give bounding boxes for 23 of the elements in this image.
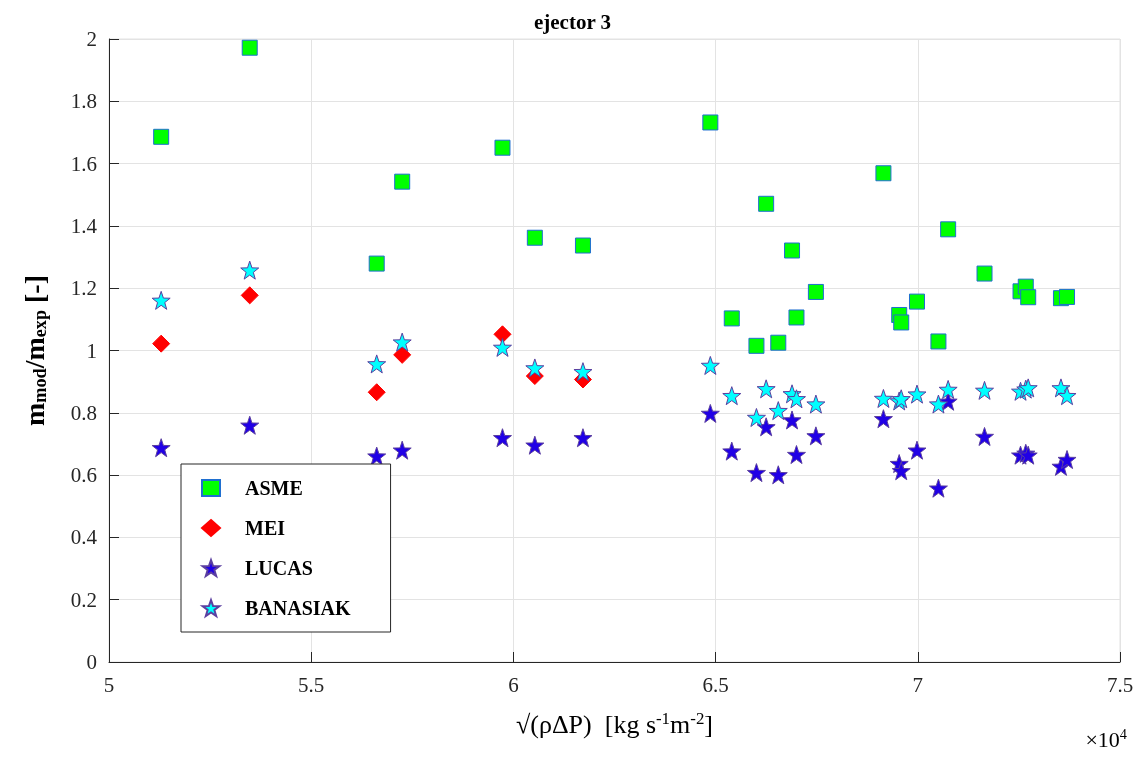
x-tick-label: 6.5 [702,672,729,697]
x-tick-label: 7 [912,672,924,697]
y-tick-label: 1.2 [70,276,97,301]
x-tick-label: 5.5 [298,672,325,697]
y-tick-label: 0.4 [70,525,98,550]
legend-label: LUCAS [245,557,313,579]
legend-label: BANASIAK [245,597,352,619]
x-tick-label: 7.5 [1106,672,1134,697]
y-tick-label: 0.2 [70,587,97,612]
y-tick-label: 0 [86,650,97,674]
y-tick-label: 1.8 [70,89,97,114]
chart-title: ejector 3 [533,9,612,34]
y-tick-label: 1 [86,338,97,363]
x-tick-label: 6 [508,672,519,697]
y-tick-label: 0.8 [70,400,97,425]
y-axis-title: mmod/mexp [-] [18,274,50,427]
legend-label: MEI [245,517,286,539]
legend-label: ASME [245,477,303,499]
y-tick-label: 1.6 [70,151,97,176]
y-tick-label: 0.6 [70,463,97,488]
y-tick-label: 1.4 [70,213,98,238]
x-tick-label: 5 [103,672,115,697]
y-tick-label: 2 [86,27,97,51]
